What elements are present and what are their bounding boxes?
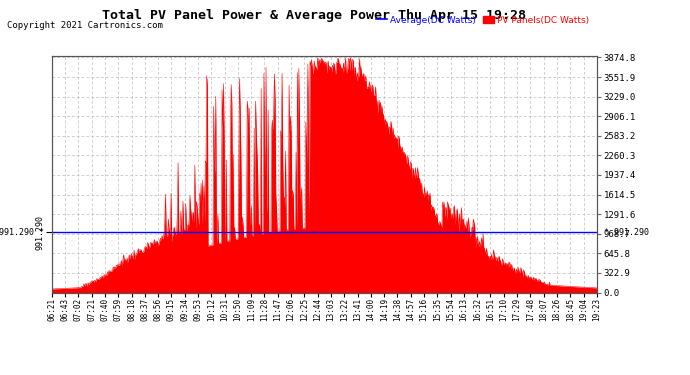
- Text: 991.290 *: 991.290 *: [0, 228, 44, 237]
- Text: * 991.290: * 991.290: [604, 228, 649, 237]
- Text: Copyright 2021 Cartronics.com: Copyright 2021 Cartronics.com: [7, 21, 163, 30]
- Text: Total PV Panel Power & Average Power Thu Apr 15 19:28: Total PV Panel Power & Average Power Thu…: [102, 9, 526, 22]
- Legend: Average(DC Watts), PV Panels(DC Watts): Average(DC Watts), PV Panels(DC Watts): [373, 12, 592, 28]
